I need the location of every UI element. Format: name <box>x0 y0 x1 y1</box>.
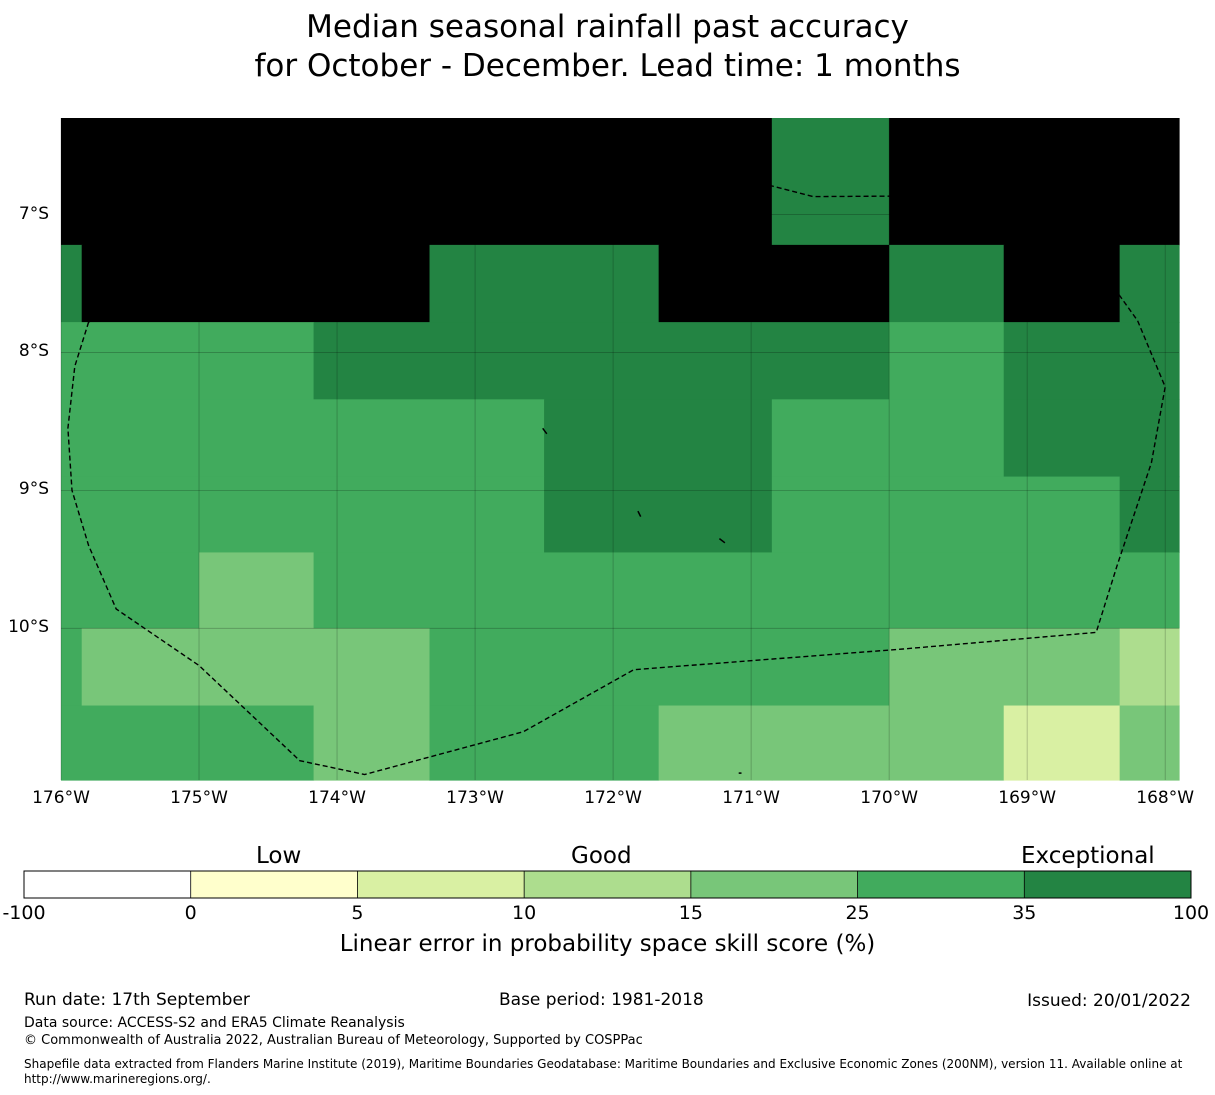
skill-cell <box>61 399 545 478</box>
latitude-label: 8°S <box>18 341 49 362</box>
colorbar-segment <box>190 871 358 898</box>
category-exceptional-label: Exceptional <box>1021 843 1155 869</box>
map-title-line-1: Median seasonal rainfall past accuracy <box>306 9 909 45</box>
category-good-label: Good <box>571 843 632 869</box>
longitude-label: 168°W <box>1136 788 1195 808</box>
skill-cell <box>61 628 83 707</box>
skill-cell <box>61 476 545 554</box>
data-source: Data source: ACCESS-S2 and ERA5 Climate … <box>24 1015 405 1031</box>
longitude-label: 171°W <box>722 788 780 808</box>
skill-cell <box>429 705 660 781</box>
graticule <box>60 118 1179 780</box>
skill-cell <box>1119 705 1180 781</box>
skill-cell <box>81 244 431 323</box>
skill-cell <box>771 118 890 246</box>
latitude-label: 10°S <box>8 617 49 638</box>
colorbar-tick-label: 5 <box>351 902 364 924</box>
skill-cell <box>771 705 1005 781</box>
longitude-label: 174°W <box>308 788 366 808</box>
colorbar-outline <box>23 870 1192 899</box>
shapefile-credit-line-1: Shapefile data extracted from Flanders M… <box>24 1057 1183 1071</box>
skill-cell <box>1003 322 1180 400</box>
copyright: © Commonwealth of Australia 2022, Austra… <box>24 1033 643 1048</box>
colorbar-tick-label: 10 <box>512 902 537 924</box>
skill-cell <box>1003 244 1121 323</box>
skill-cell <box>313 705 431 781</box>
skill-score-grid <box>61 118 1180 781</box>
skill-cell <box>771 476 1121 554</box>
skill-cell <box>1003 705 1121 781</box>
skill-cell <box>313 322 890 400</box>
skill-cell <box>61 705 315 781</box>
skill-cell <box>889 244 1005 323</box>
skill-cell <box>313 552 1180 629</box>
skill-cell <box>544 399 773 478</box>
skill-cell <box>889 628 1121 707</box>
colorbar-segment <box>857 871 1025 898</box>
skill-cell <box>544 476 773 554</box>
base-period: Base period: 1981-2018 <box>499 990 704 1010</box>
eez-boundary <box>67 139 1166 776</box>
colorbar-tick-label: 100 <box>1172 902 1210 924</box>
run-date: Run date: 17th September <box>24 990 250 1010</box>
colorbar-segment <box>690 871 858 898</box>
skill-cell <box>1119 244 1180 323</box>
longitude-label: 169°W <box>998 788 1057 808</box>
colorbar-segment <box>357 871 525 898</box>
colorbar-segment <box>24 871 192 898</box>
skill-cell <box>889 322 1005 400</box>
skill-cell <box>1123 118 1180 246</box>
skill-cell <box>429 628 890 707</box>
category-low-label: Low <box>256 843 302 869</box>
skill-cell <box>81 628 431 707</box>
skill-cell <box>61 322 315 400</box>
skill-cell <box>1003 399 1180 478</box>
island-nukunonu-shape <box>637 510 642 517</box>
skill-cell <box>61 244 83 323</box>
skill-cell <box>1119 628 1180 707</box>
colorbar-tick-label: 15 <box>678 902 703 924</box>
skill-cell <box>771 399 1005 478</box>
latitude-label: 7°S <box>18 203 49 224</box>
skill-cell <box>658 244 890 323</box>
skill-cell <box>1119 476 1180 554</box>
colorbar-tick-label: 25 <box>845 902 870 924</box>
skill-cell <box>61 118 773 246</box>
island-fakaofo-shape <box>718 538 726 544</box>
longitude-label: 175°W <box>170 788 228 808</box>
longitude-label: 173°W <box>446 788 504 808</box>
island-atafu-shape <box>542 427 548 435</box>
latitude-label: 9°S <box>18 479 49 500</box>
skill-cell <box>658 705 773 781</box>
colorbar-segment <box>1024 871 1192 898</box>
skill-cell <box>199 552 315 629</box>
eez-boundary-layer <box>67 139 1166 776</box>
shapefile-credit-line-2: http://www.marineregions.org/. <box>24 1072 211 1086</box>
colorbar-tick-label: 35 <box>1012 902 1037 924</box>
longitude-label: 172°W <box>584 788 642 808</box>
skill-cell <box>889 118 1125 246</box>
skill-cell <box>429 244 660 323</box>
islands-layer <box>542 427 742 774</box>
colorbar-tick-label: 0 <box>184 902 197 924</box>
map-title-line-2: for October - December. Lead time: 1 mon… <box>254 48 961 84</box>
longitude-label: 170°W <box>860 788 919 808</box>
colorbar-tick-label: -100 <box>2 902 46 924</box>
skill-cell <box>61 552 200 629</box>
colorbar-segment <box>524 871 692 898</box>
colorbar-axis-label: Linear error in probability space skill … <box>339 931 876 957</box>
issued-date: Issued: 20/01/2022 <box>1027 991 1191 1011</box>
longitude-label: 176°W <box>32 788 90 808</box>
colorbar <box>23 870 1192 899</box>
